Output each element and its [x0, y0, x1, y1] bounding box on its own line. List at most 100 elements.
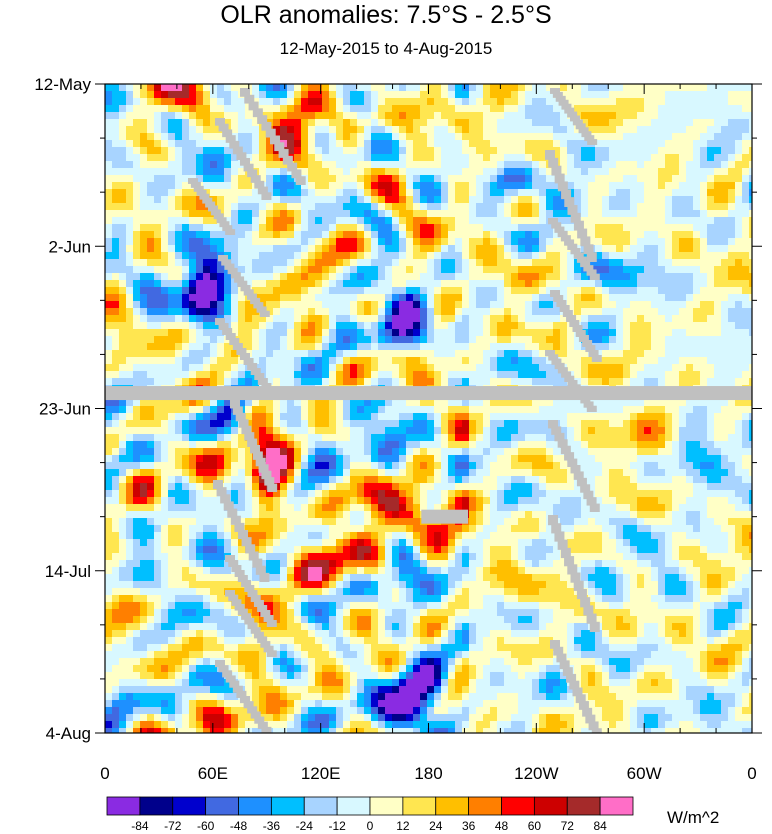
heatmap-cell	[693, 175, 701, 183]
heatmap-cell	[504, 343, 512, 351]
heatmap-cell	[245, 420, 253, 428]
heatmap-cell	[476, 266, 484, 274]
heatmap-cell	[518, 420, 526, 428]
heatmap-cell	[595, 315, 603, 323]
heatmap-cell	[259, 140, 267, 148]
heatmap-cell	[658, 245, 666, 253]
heatmap-cell	[616, 140, 624, 148]
heatmap-cell	[651, 364, 659, 372]
heatmap-cell	[504, 238, 512, 246]
heatmap-cell	[455, 434, 463, 442]
heatmap-cell	[504, 119, 512, 127]
heatmap-cell	[539, 133, 547, 141]
heatmap-cell	[525, 231, 533, 239]
heatmap-cell	[168, 210, 176, 218]
heatmap-cell	[693, 231, 701, 239]
heatmap-cell	[539, 399, 547, 407]
heatmap-cell	[504, 196, 512, 204]
heatmap-cell	[427, 280, 435, 288]
heatmap-cell	[462, 427, 470, 435]
heatmap-cell	[455, 406, 463, 414]
heatmap-cell	[280, 301, 288, 309]
heatmap-cell	[210, 224, 218, 232]
heatmap-cell	[672, 336, 680, 344]
heatmap-cell	[504, 378, 512, 386]
heatmap-cell	[511, 413, 519, 421]
heatmap-cell	[273, 399, 281, 407]
heatmap-cell	[343, 147, 351, 155]
heatmap-cell	[154, 259, 162, 267]
heatmap-cell	[665, 126, 673, 134]
heatmap-cell	[707, 322, 715, 330]
heatmap-cell	[364, 175, 372, 183]
heatmap-cell	[140, 140, 148, 148]
heatmap-cell	[427, 105, 435, 113]
heatmap-cell	[588, 105, 596, 113]
heatmap-cell	[189, 259, 197, 267]
heatmap-cell	[455, 315, 463, 323]
heatmap-cell	[301, 140, 309, 148]
heatmap-cell	[546, 308, 554, 316]
heatmap-cell	[413, 441, 421, 449]
heatmap-cell	[336, 224, 344, 232]
heatmap-cell	[672, 105, 680, 113]
heatmap-cell	[273, 336, 281, 344]
heatmap-cell	[133, 210, 141, 218]
heatmap-cell	[532, 147, 540, 155]
heatmap-cell	[343, 84, 351, 92]
heatmap-cell	[427, 371, 435, 379]
heatmap-cell	[189, 119, 197, 127]
heatmap-cell	[266, 175, 274, 183]
heatmap-cell	[161, 140, 169, 148]
heatmap-cell	[196, 238, 204, 246]
heatmap-cell	[637, 210, 645, 218]
heatmap-cell	[637, 434, 645, 442]
heatmap-cell	[196, 329, 204, 337]
heatmap-cell	[287, 287, 295, 295]
heatmap-cell	[518, 455, 526, 463]
heatmap-cell	[714, 210, 722, 218]
heatmap-cell	[126, 434, 134, 442]
heatmap-cell	[700, 119, 708, 127]
heatmap-cell	[546, 343, 554, 351]
heatmap-cell	[308, 161, 316, 169]
heatmap-cell	[497, 420, 505, 428]
heatmap-cell	[336, 455, 344, 463]
heatmap-cell	[427, 217, 435, 225]
heatmap-cell	[749, 357, 752, 365]
heatmap-cell	[343, 210, 351, 218]
heatmap-cell	[532, 413, 540, 421]
heatmap-cell	[161, 378, 169, 386]
heatmap-cell	[378, 210, 386, 218]
heatmap-cell	[301, 294, 309, 302]
heatmap-cell	[735, 329, 743, 337]
heatmap-cell	[224, 399, 232, 407]
heatmap-cell	[644, 105, 652, 113]
heatmap-cell	[630, 294, 638, 302]
heatmap-cell	[371, 301, 379, 309]
heatmap-cell	[119, 455, 127, 463]
heatmap-cell	[686, 119, 694, 127]
heatmap-cell	[469, 147, 477, 155]
heatmap-cell	[378, 126, 386, 134]
heatmap-cell	[546, 266, 554, 274]
heatmap-cell	[217, 98, 225, 106]
heatmap-cell	[147, 161, 155, 169]
heatmap-cell	[133, 217, 141, 225]
heatmap-cell	[469, 434, 477, 442]
heatmap-cell	[658, 343, 666, 351]
heatmap-cell	[497, 399, 505, 407]
heatmap-cell	[672, 427, 680, 435]
heatmap-cell	[294, 133, 302, 141]
heatmap-cell	[644, 231, 652, 239]
heatmap-cell	[357, 350, 365, 358]
heatmap-cell	[518, 189, 526, 197]
heatmap-cell	[623, 203, 631, 211]
heatmap-cell	[518, 371, 526, 379]
heatmap-cell	[623, 427, 631, 435]
heatmap-cell	[441, 371, 449, 379]
heatmap-cell	[217, 161, 225, 169]
heatmap-cell	[630, 203, 638, 211]
heatmap-cell	[721, 126, 729, 134]
heatmap-cell	[728, 329, 736, 337]
